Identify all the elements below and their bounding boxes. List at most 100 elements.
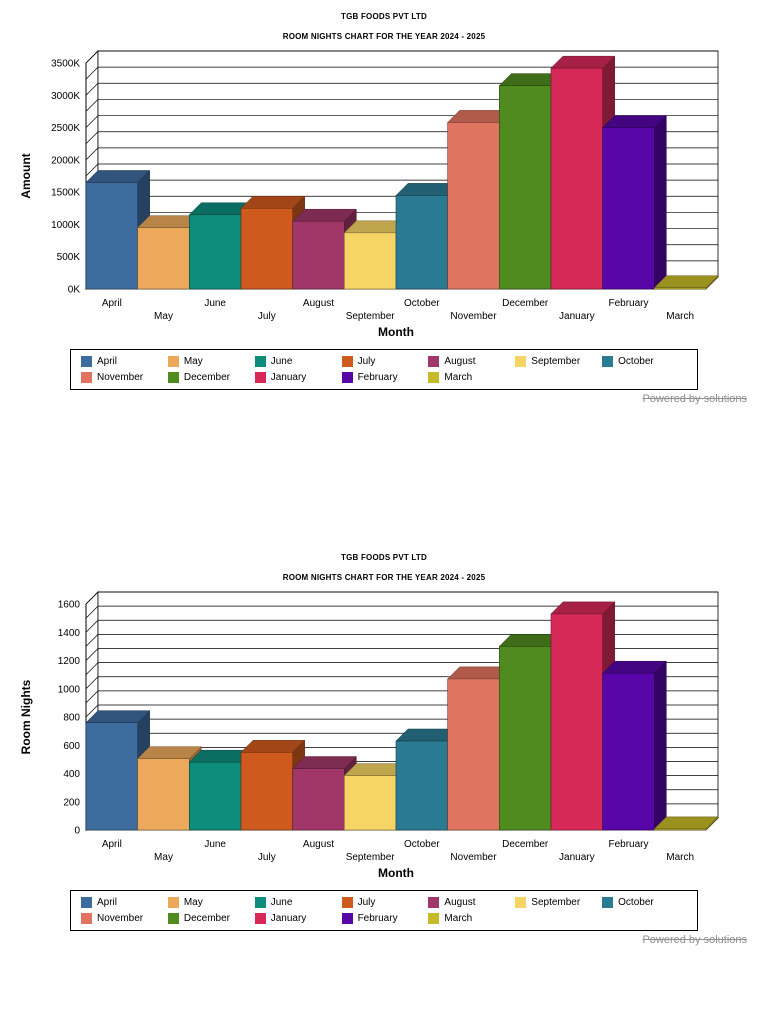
y-tick-label: 0 <box>74 826 80 837</box>
x-tick-label-november: November <box>450 311 497 322</box>
legend-item-october: October <box>602 897 687 908</box>
legend-swatch-october <box>602 356 614 367</box>
legend-swatch-january <box>254 372 266 383</box>
legend-item-december: December <box>167 913 253 924</box>
chart-subtitle: ROOM NIGHTS CHART FOR THE YEAR 2024 - 20… <box>282 32 486 41</box>
y-tick-label: 800 <box>63 713 80 724</box>
gridline <box>85 83 99 96</box>
legend-item-july: July <box>341 356 427 367</box>
legend-label: March <box>444 372 473 383</box>
legend-label: July <box>357 356 376 367</box>
y-tick-label: 1000 <box>58 684 81 695</box>
y-tick-label: 3500K <box>51 59 80 70</box>
gridline <box>85 662 99 675</box>
x-tick-label-september: September <box>346 311 396 322</box>
chart-title: TGB FOODS PVT LTD <box>341 12 427 21</box>
y-tick-label: 1600 <box>58 600 81 611</box>
legend-swatch-may <box>167 356 179 367</box>
x-tick-label-march: March <box>666 311 694 322</box>
gridline <box>85 591 99 605</box>
gridline <box>85 66 99 80</box>
legend-swatch-february <box>341 913 353 924</box>
y-tick-label: 2000K <box>51 155 80 166</box>
legend-item-november: November <box>81 372 166 383</box>
legend-item-december: December <box>167 372 253 383</box>
bar-september <box>344 775 397 831</box>
legend-swatch-april <box>81 356 92 367</box>
legend-item-may: May <box>167 897 253 908</box>
bar-february <box>602 672 655 831</box>
x-tick-label-december: December <box>502 839 549 850</box>
chart-title: TGB FOODS PVT LTD <box>341 553 427 562</box>
legend-swatch-march <box>428 913 440 924</box>
bar-side-february <box>654 660 667 831</box>
gridline <box>85 147 99 161</box>
legend-label: September <box>531 897 581 908</box>
y-axis-title: Room Nights <box>19 679 33 754</box>
legend-swatch-february <box>341 372 353 383</box>
gridline <box>85 99 99 112</box>
legend-swatch-april <box>81 897 92 908</box>
y-tick-label: 200 <box>63 797 80 808</box>
legend-swatch-june <box>254 897 266 908</box>
x-tick-label-january: January <box>559 852 595 863</box>
room-nights-chart-canvas: 0 200 400 600 800 1000 1200 1400 1600 April May Jun… <box>19 591 719 880</box>
x-tick-label-october: October <box>404 839 440 850</box>
legend-label: April <box>97 897 118 908</box>
x-tick-label-january: January <box>559 311 595 322</box>
bar-january <box>550 67 603 290</box>
legend-swatch-january <box>254 913 266 924</box>
legend-swatch-july <box>341 356 353 367</box>
legend-item-september: September <box>515 356 600 367</box>
y-tick-label: 3000K <box>51 91 80 102</box>
legend-label: November <box>97 372 144 383</box>
legend-item-june: June <box>254 356 340 367</box>
bar-july <box>240 207 293 290</box>
gridline <box>85 115 99 128</box>
x-tick-label-march: March <box>666 852 694 863</box>
legend-item-march: March <box>428 913 513 924</box>
legend-swatch-march <box>428 372 440 383</box>
legend-item-april: April <box>81 897 166 908</box>
legend-label: August <box>444 356 476 367</box>
x-axis-title: Month <box>378 325 414 339</box>
legend-swatch-december <box>167 913 179 924</box>
legend-item-november: November <box>81 913 166 924</box>
y-tick-label: 1000K <box>51 220 80 231</box>
gridline <box>85 648 99 661</box>
bar-september <box>344 232 397 290</box>
bar-october <box>395 195 448 290</box>
legend-label: September <box>531 356 581 367</box>
gridline <box>85 634 99 647</box>
legend-swatch-october <box>602 897 614 908</box>
x-tick-label-november: November <box>450 852 497 863</box>
bar-april <box>85 722 138 831</box>
x-tick-label-august: August <box>303 298 334 309</box>
powered-by-watermark: Powered by solutions <box>642 934 747 946</box>
powered-by-watermark: Powered by solutions <box>642 393 747 405</box>
legend-label: June <box>270 356 293 367</box>
y-tick-label: 600 <box>63 741 80 752</box>
legend-swatch-november <box>81 913 92 924</box>
legend-item-august: August <box>428 356 513 367</box>
legend-item-september: September <box>515 897 600 908</box>
bar-july <box>240 752 293 831</box>
bar-side-february <box>654 114 667 290</box>
bar-may <box>137 227 190 290</box>
y-tick-label: 1400 <box>58 628 81 639</box>
bar-february <box>602 127 655 290</box>
legend-label: February <box>357 913 398 924</box>
bar-december <box>499 646 552 831</box>
legend-swatch-september <box>515 356 527 367</box>
legend-label: December <box>183 913 230 924</box>
y-tick-label: 0K <box>68 285 81 296</box>
x-tick-label-june: June <box>204 839 226 850</box>
legend-swatch-august <box>428 897 440 908</box>
legend-item-august: August <box>428 897 513 908</box>
legend-swatch-august <box>428 356 440 367</box>
legend-label: March <box>444 913 473 924</box>
legend-item-march: March <box>428 372 513 383</box>
x-tick-label-april: April <box>102 839 122 850</box>
legend-label: April <box>97 356 118 367</box>
x-tick-label-may: May <box>154 852 173 863</box>
